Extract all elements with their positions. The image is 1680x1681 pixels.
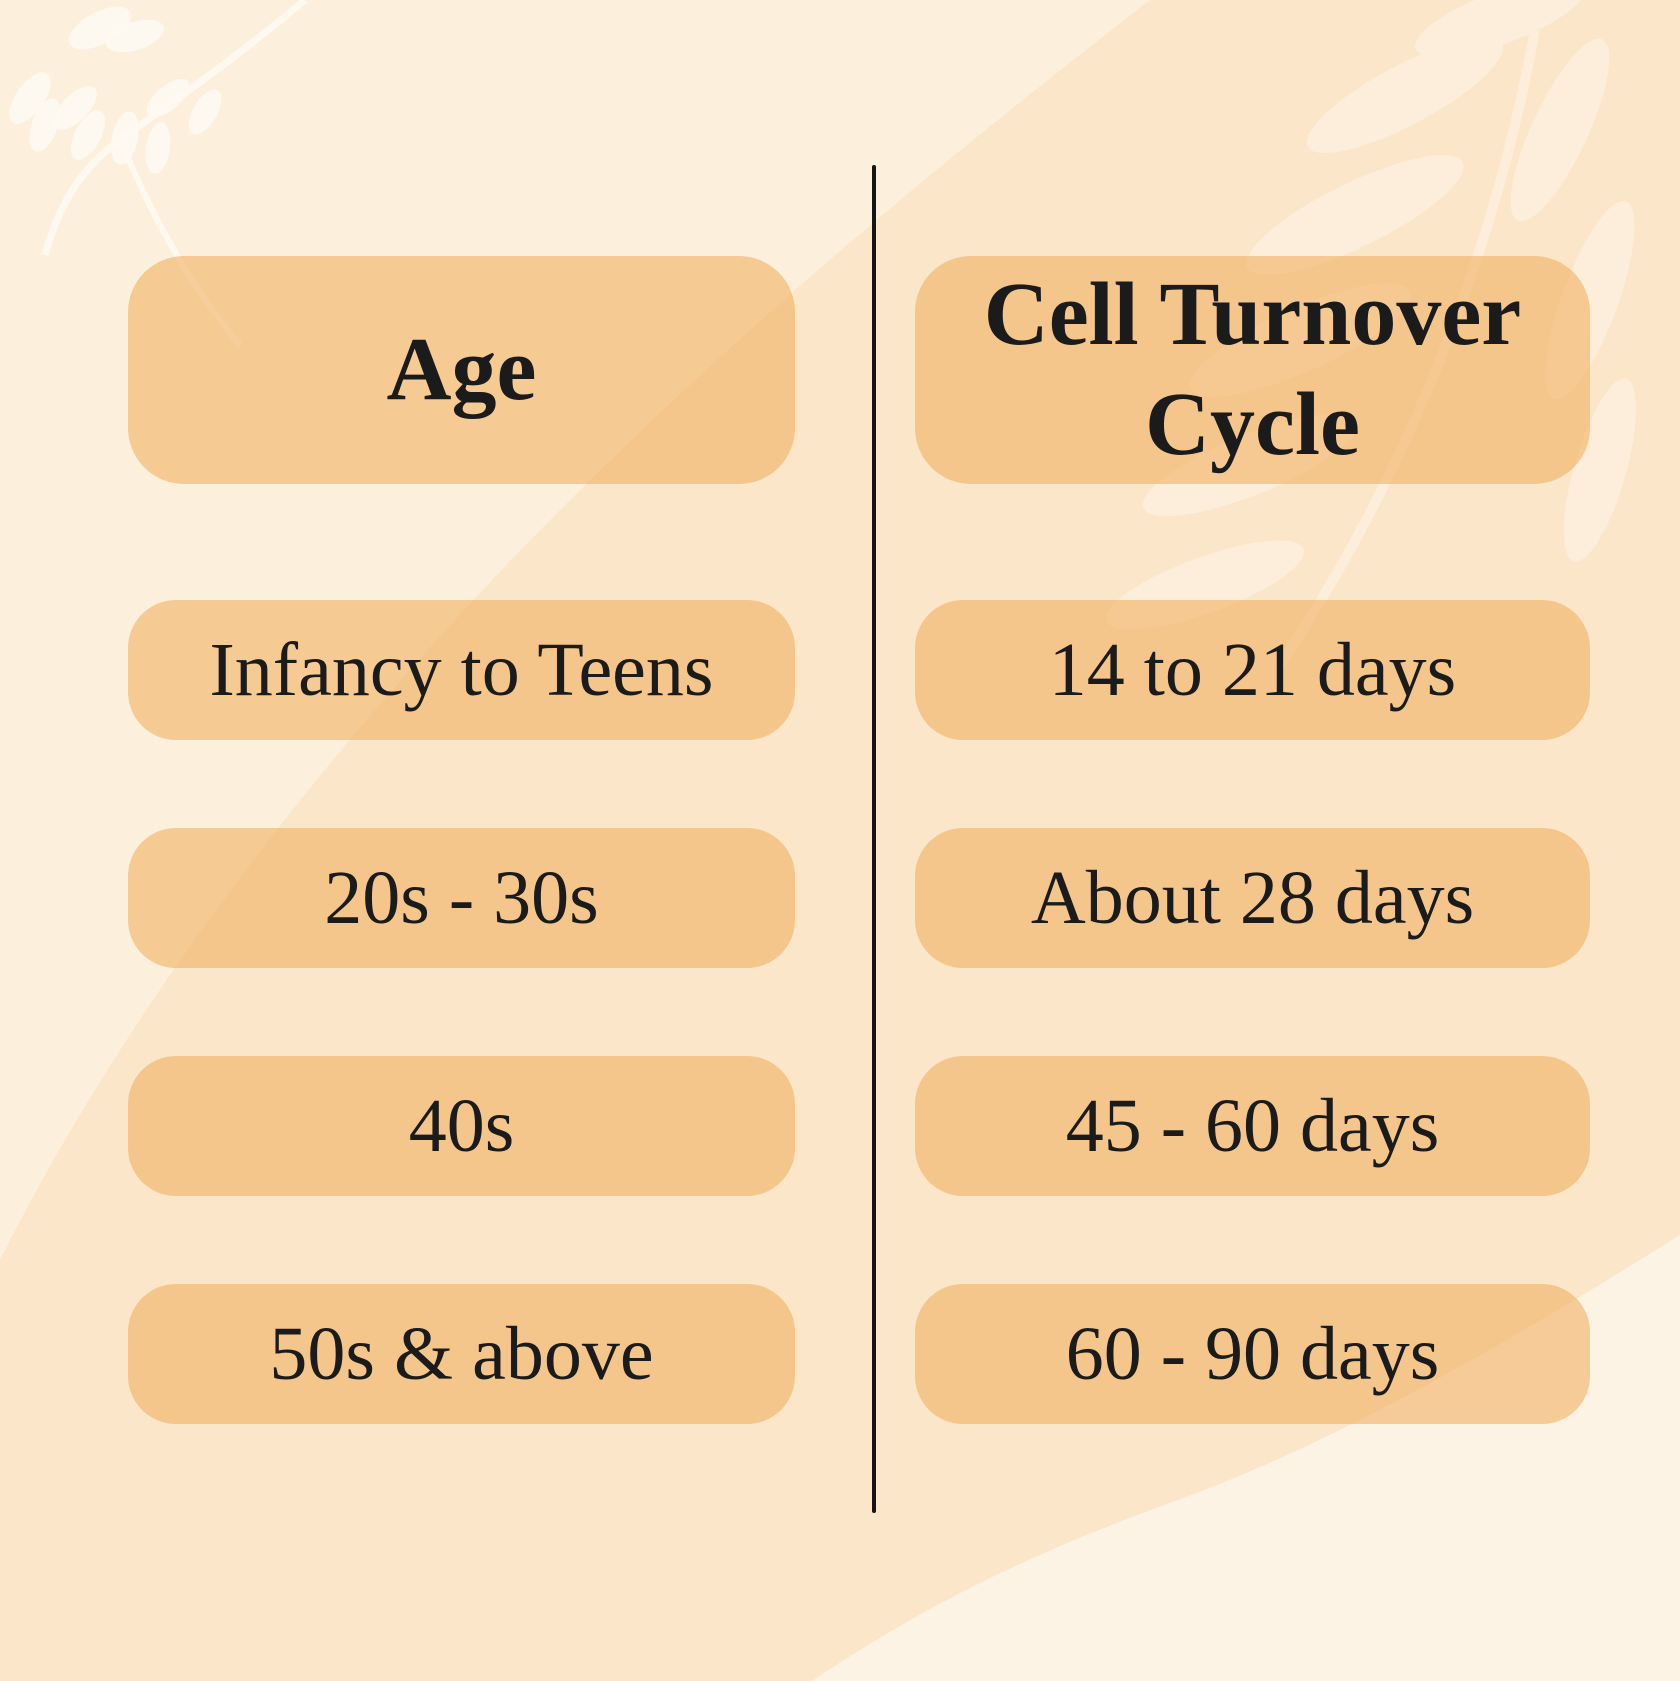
age-row-label: Infancy to Teens	[209, 628, 714, 712]
age-row-20s-30s: 20s - 30s	[128, 828, 795, 968]
turnover-row-14-21-days: 14 to 21 days	[915, 600, 1590, 740]
turnover-row-60-90-days: 60 - 90 days	[915, 1284, 1590, 1424]
turnover-row-label: 45 - 60 days	[1065, 1084, 1440, 1168]
age-row-label: 40s	[408, 1084, 515, 1168]
age-header-card: Age	[128, 256, 795, 484]
age-row-label: 50s & above	[269, 1312, 654, 1396]
turnover-row-label: 14 to 21 days	[1048, 628, 1457, 712]
turnover-row-label: About 28 days	[1030, 856, 1475, 940]
column-divider	[872, 165, 876, 1513]
turnover-row-45-60-days: 45 - 60 days	[915, 1056, 1590, 1196]
cream-blob-bottom-right	[812, 1235, 1680, 1681]
turnover-row-about-28-days: About 28 days	[915, 828, 1590, 968]
leaf-branch-icon	[9, 0, 308, 347]
cell-turnover-header-card: Cell Turnover Cycle	[915, 256, 1590, 484]
turnover-row-label: 60 - 90 days	[1065, 1312, 1440, 1396]
age-row-40s: 40s	[128, 1056, 795, 1196]
age-header-label: Age	[386, 320, 537, 420]
cell-turnover-header-label: Cell Turnover Cycle	[983, 265, 1522, 474]
age-row-label: 20s - 30s	[324, 856, 599, 940]
age-row-50s-above: 50s & above	[128, 1284, 795, 1424]
age-row-infancy-to-teens: Infancy to Teens	[128, 600, 795, 740]
